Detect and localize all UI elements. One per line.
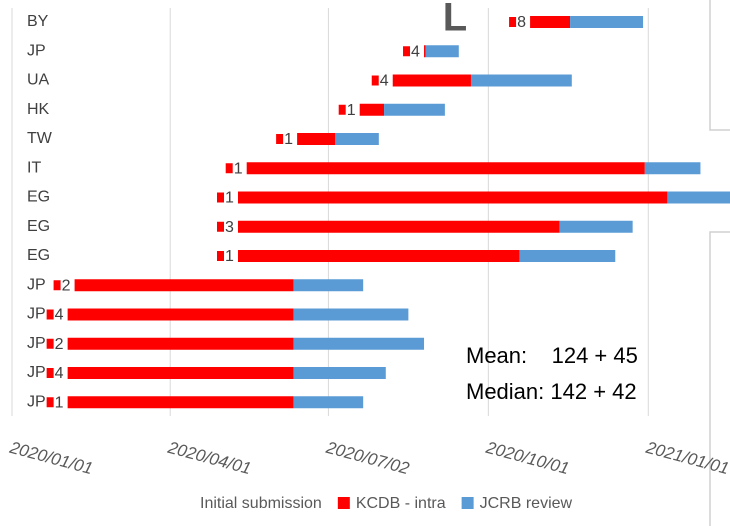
bar-segment [74,279,294,292]
x-tick-label: 2021/01/01 [643,438,730,479]
x-tick-label: 2020/07/02 [323,438,412,479]
bar-segment [293,396,364,409]
annotation: 1 [284,131,293,148]
legend-label: KCDB - intra [356,495,446,512]
marker [371,75,379,86]
marker [53,280,61,291]
bar-segment [570,16,644,28]
y-tick-label: IT [27,159,41,176]
marker [225,163,233,174]
bars [12,16,730,409]
bar-segment [12,75,393,87]
y-tick-label: JP [27,393,46,410]
bar-segment [67,367,294,379]
bar-segment [384,103,445,116]
legend-label: JCRB review [480,495,573,512]
bar-segment [238,220,560,233]
annotation: 4 [55,307,64,324]
marker [46,368,54,378]
bar-segment [12,162,247,174]
bar-segment [644,162,701,175]
bar-segment [293,279,364,292]
stat-text: Mean: 124 + 45 [466,343,638,368]
marker [46,338,54,349]
y-tick-label: HK [27,101,50,118]
annotation: 1 [225,248,234,265]
y-tick-label: EG [27,189,50,206]
annotation: 3 [225,219,234,236]
bar-segment [238,191,668,204]
bar-segment [425,45,459,58]
y-tick-label: JP [27,306,46,323]
marker [338,104,346,115]
marker [217,192,225,203]
y-tick-label: TW [27,130,53,147]
bar-segment [392,74,471,87]
marker [46,397,54,408]
bar-segment [293,367,386,379]
bar-segment [238,250,520,262]
bar-segment [470,74,572,87]
annotation: 4 [55,365,64,382]
annotation: 2 [62,277,71,294]
marker [217,221,225,232]
bar-segment [293,337,425,350]
marker [276,134,284,144]
marker [217,251,225,261]
bar-segment [12,133,297,145]
marker [509,17,517,27]
y-tick-label: JP [27,335,46,352]
chart-title: L [443,0,467,40]
annotation: 1 [347,102,356,119]
bar-segment [293,308,409,321]
y-tick-label: BY [27,13,49,30]
bar-segment [12,45,424,57]
annotation: 8 [517,14,526,31]
bar-segment [559,220,633,233]
y-tick-label: EG [27,218,50,235]
annotation: 4 [411,43,420,60]
bar-segment [67,396,294,409]
bar-segment [667,191,730,204]
bar-segment [335,133,379,145]
annotation: 2 [55,336,64,353]
bar-segment [246,162,645,175]
x-tick-label: 2020/04/01 [165,438,253,479]
y-tick-label: UA [27,72,50,89]
y-tick-label: EG [27,247,50,264]
annotation: 1 [234,160,243,177]
frame [709,0,730,526]
x-tick-label: 2020/01/01 [7,438,95,479]
y-tick-label: JP [27,364,46,381]
annotation: 4 [380,73,389,90]
marker [46,309,54,320]
bar-segment [359,103,385,116]
bar-segment [297,133,336,145]
legend-swatch [461,497,474,509]
bar-segment [67,337,294,350]
annotation: 1 [225,190,234,207]
legend-swatch [337,497,350,509]
bar-segment [424,45,426,58]
y-tick-label: JP [27,42,46,59]
y-tick-label: JP [27,276,46,293]
stat-text: Median: 142 + 42 [466,379,637,404]
marker [403,46,411,57]
x-tick-label: 2020/10/01 [483,438,571,479]
bar-segment [530,16,571,28]
bar-segment [67,308,294,321]
annotation: 1 [55,394,64,411]
bar-segment [519,250,616,262]
bar-segment [12,104,360,116]
legend-label: Initial submission [200,495,322,512]
